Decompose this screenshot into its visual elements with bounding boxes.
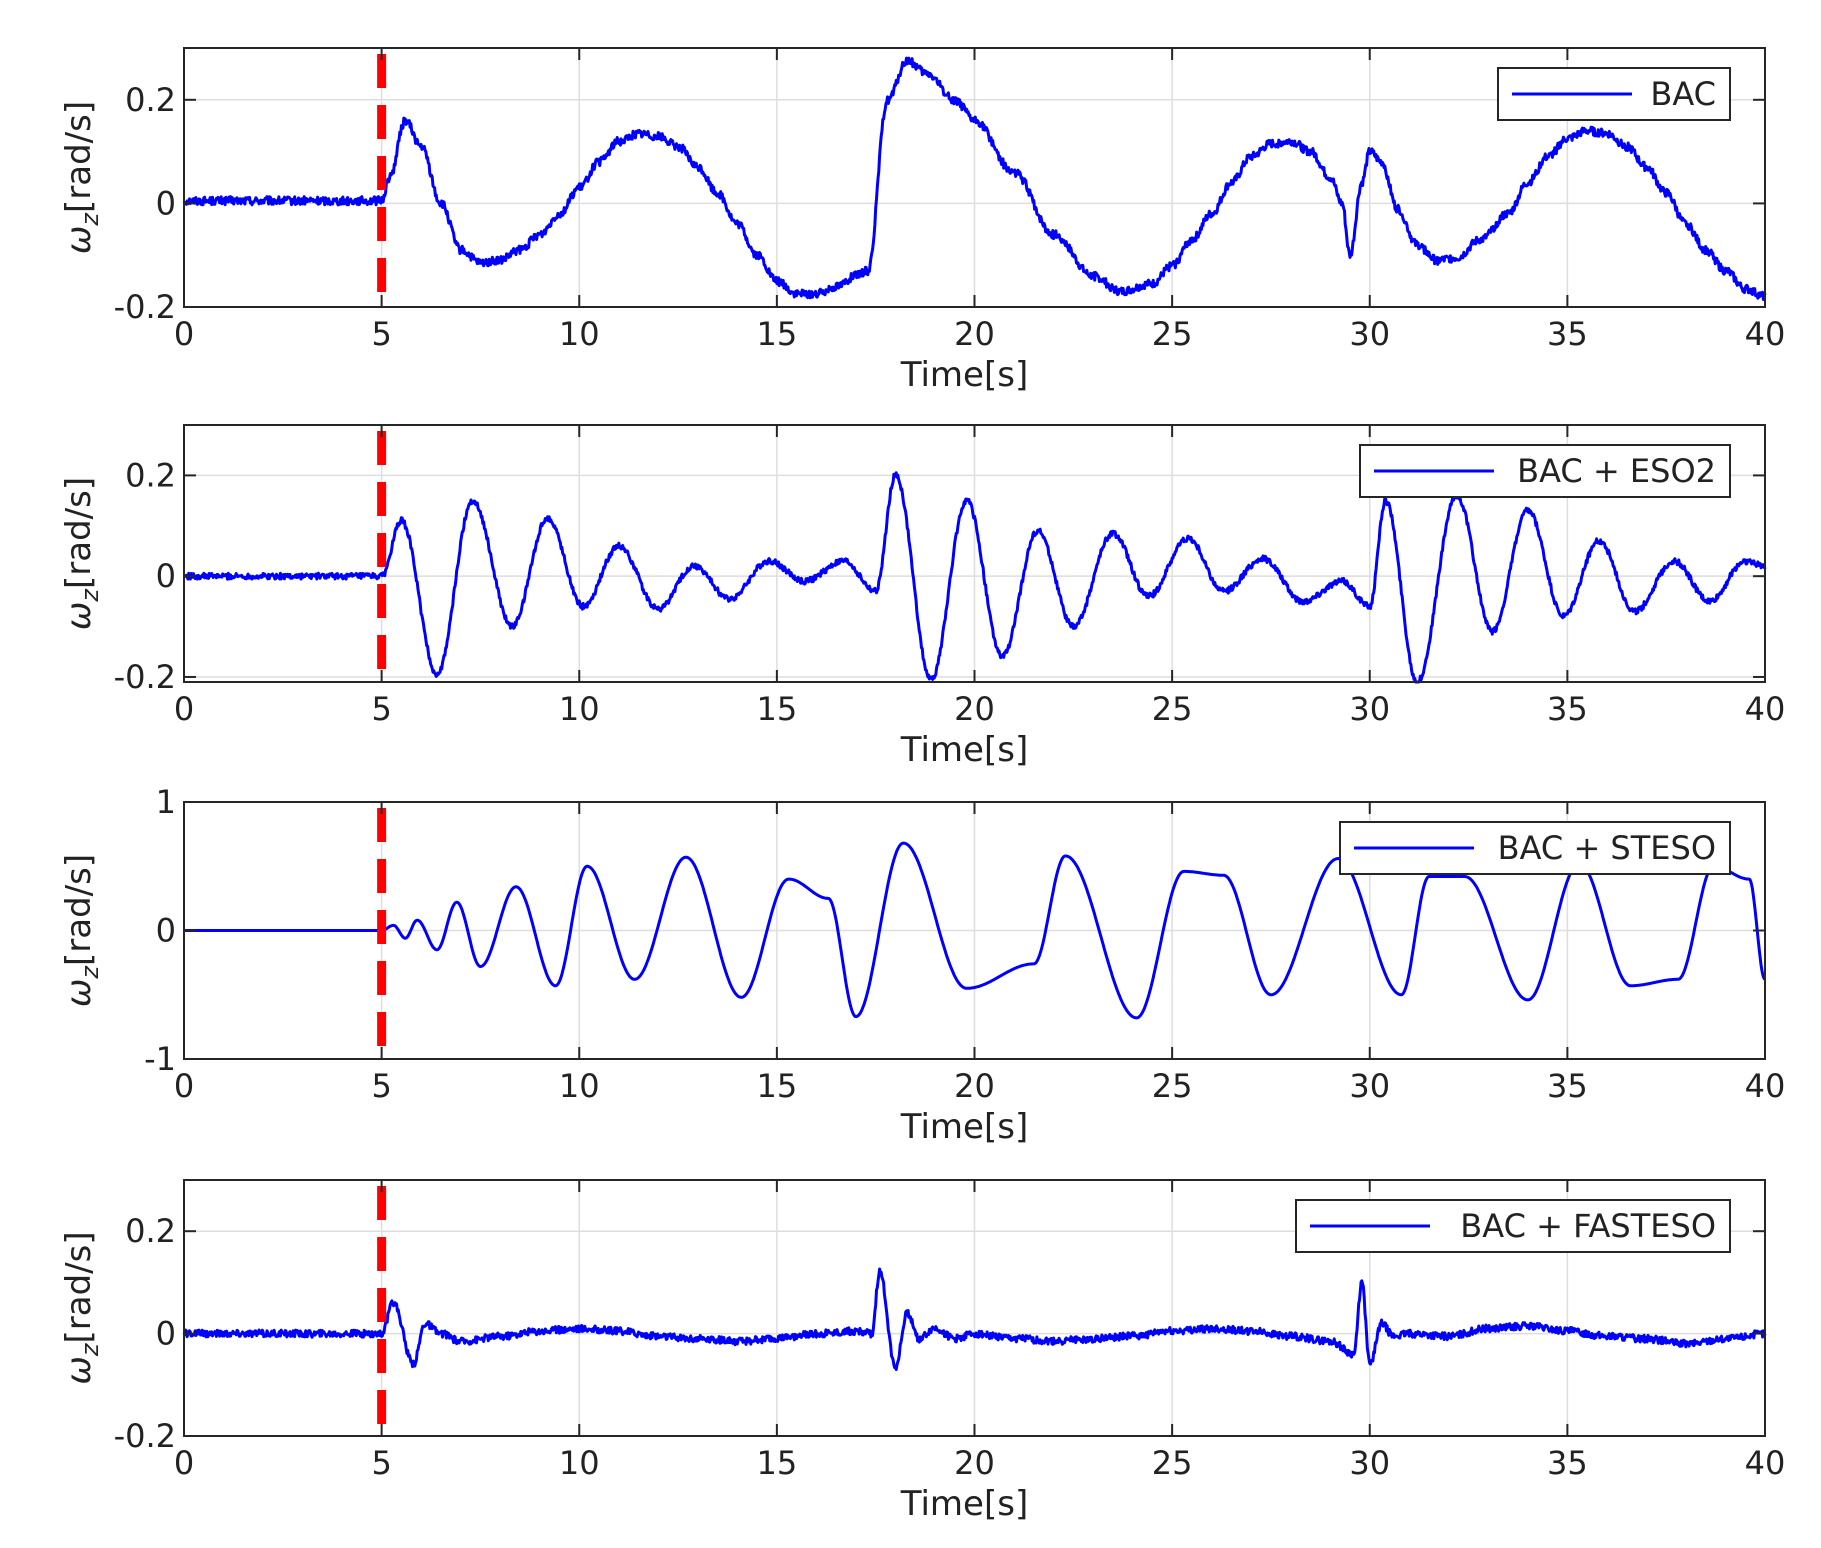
y-tick-label: 0.2 bbox=[125, 1212, 176, 1250]
x-tick-label: 0 bbox=[174, 690, 194, 728]
subplot-4: 0 5 10 15 20 25 30 35 40-0.200.2Time[s]ωz[rad/s]… bbox=[59, 1179, 1786, 1524]
x-tick-label: 25 bbox=[1152, 690, 1193, 728]
y-axis-title-subscript: z bbox=[76, 1342, 104, 1357]
x-tick-label: 40 bbox=[1745, 315, 1786, 353]
x-tick-label: 40 bbox=[1745, 690, 1786, 728]
y-axis-title-subscript: z bbox=[76, 212, 104, 227]
y-axis-title: ωz[rad/s] bbox=[59, 477, 104, 630]
subplot-2: 0 5 10 15 20 25 30 35 40-0.200.2Time[s]ωz[rad/s]… bbox=[59, 424, 1786, 770]
y-axis-title-symbol: ω bbox=[59, 226, 99, 254]
x-axis-title: Time[s] bbox=[900, 1484, 1028, 1524]
y-tick-label: -0.2 bbox=[114, 1417, 176, 1455]
y-tick-label: -1 bbox=[144, 1040, 176, 1078]
x-tick-label: 20 bbox=[954, 1067, 995, 1105]
y-axis-title-unit: [rad/s] bbox=[59, 854, 99, 966]
x-tick-label: 35 bbox=[1547, 1444, 1588, 1482]
y-axis-title-symbol: ω bbox=[59, 979, 99, 1007]
x-tick-label: 0 bbox=[174, 1067, 194, 1105]
y-tick-label: -0.2 bbox=[114, 658, 176, 696]
series-line-1 bbox=[182, 1267, 1767, 1371]
x-tick-label: 35 bbox=[1547, 1067, 1588, 1105]
x-tick-label: 15 bbox=[757, 1444, 798, 1482]
legend: BAC bbox=[1497, 67, 1731, 121]
x-axis-title: Time[s] bbox=[900, 355, 1028, 395]
legend-label: BAC + FASTESO bbox=[1460, 1207, 1716, 1245]
y-axis-title-subscript: z bbox=[76, 965, 104, 980]
legend: BAC + ESO2 bbox=[1359, 444, 1731, 498]
y-axis-title: ωz[rad/s] bbox=[59, 101, 104, 254]
y-axis-title-unit: [rad/s] bbox=[59, 1231, 99, 1343]
y-axis-title-symbol: ω bbox=[59, 602, 99, 630]
x-tick-label: 25 bbox=[1152, 1067, 1193, 1105]
x-tick-label: 30 bbox=[1349, 690, 1390, 728]
x-tick-label: 5 bbox=[371, 690, 391, 728]
x-tick-label: 35 bbox=[1547, 690, 1588, 728]
y-axis-title-unit: [rad/s] bbox=[59, 477, 99, 589]
x-tick-label: 30 bbox=[1349, 1444, 1390, 1482]
series-line-1 bbox=[183, 841, 1766, 1020]
x-tick-label: 0 bbox=[174, 315, 194, 353]
x-tick-label: 15 bbox=[757, 690, 798, 728]
series-line-1 bbox=[182, 56, 1767, 301]
x-axis-title: Time[s] bbox=[900, 730, 1028, 770]
legend-label: BAC + ESO2 bbox=[1517, 452, 1716, 490]
x-axis-title: Time[s] bbox=[900, 1107, 1028, 1147]
y-tick-label: 0 bbox=[156, 912, 176, 950]
x-tick-label: 10 bbox=[559, 315, 600, 353]
subplot-1: 0 5 10 15 20 25 30 35 40-0.200.2Time[s]ωz[rad/s]… bbox=[59, 47, 1786, 395]
x-tick-label: 10 bbox=[559, 1067, 600, 1105]
y-axis-title-unit: [rad/s] bbox=[59, 101, 99, 213]
legend: BAC + FASTESO bbox=[1295, 1199, 1731, 1253]
x-tick-label: 5 bbox=[371, 1067, 391, 1105]
legend: BAC + STESO bbox=[1339, 821, 1731, 875]
y-tick-label: 0 bbox=[156, 557, 176, 595]
x-tick-label: 30 bbox=[1349, 1067, 1390, 1105]
legend-label: BAC + STESO bbox=[1498, 829, 1716, 867]
x-tick-label: 30 bbox=[1349, 315, 1390, 353]
y-axis-title: ωz[rad/s] bbox=[59, 854, 104, 1007]
x-tick-label: 25 bbox=[1152, 1444, 1193, 1482]
y-tick-label: 0.2 bbox=[125, 81, 176, 119]
x-tick-label: 15 bbox=[757, 1067, 798, 1105]
x-tick-label: 40 bbox=[1745, 1067, 1786, 1105]
y-tick-label: 0.2 bbox=[125, 456, 176, 494]
x-tick-label: 20 bbox=[954, 690, 995, 728]
x-tick-label: 20 bbox=[954, 1444, 995, 1482]
x-tick-label: 20 bbox=[954, 315, 995, 353]
x-tick-label: 25 bbox=[1152, 315, 1193, 353]
series-line-1 bbox=[183, 471, 1767, 684]
x-tick-label: 15 bbox=[757, 315, 798, 353]
x-tick-label: 10 bbox=[559, 690, 600, 728]
y-axis-title: ωz[rad/s] bbox=[59, 1231, 104, 1384]
subplot-3: 0 5 10 15 20 25 30 35 40-101Time[s]ωz[rad/s]BAC … bbox=[59, 783, 1785, 1147]
y-tick-label: -0.2 bbox=[114, 288, 176, 326]
x-tick-label: 40 bbox=[1745, 1444, 1786, 1482]
x-tick-label: 0 bbox=[174, 1444, 194, 1482]
x-tick-label: 5 bbox=[371, 315, 391, 353]
y-tick-label: 0 bbox=[156, 1315, 176, 1353]
y-axis-title-symbol: ω bbox=[59, 1356, 99, 1384]
legend-label: BAC bbox=[1650, 75, 1716, 113]
y-axis-title-subscript: z bbox=[76, 588, 104, 603]
x-tick-label: 5 bbox=[371, 1444, 391, 1482]
x-tick-label: 10 bbox=[559, 1444, 600, 1482]
x-tick-label: 35 bbox=[1547, 315, 1588, 353]
y-tick-label: 0 bbox=[156, 184, 176, 222]
y-tick-label: 1 bbox=[156, 783, 176, 821]
